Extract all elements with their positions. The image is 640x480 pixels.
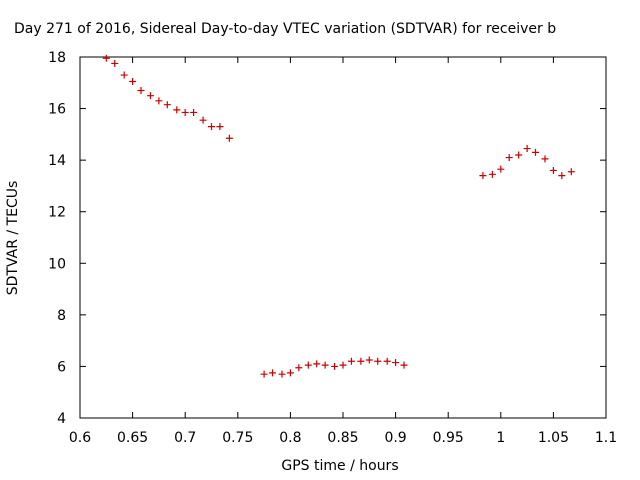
data-point: [304, 361, 312, 369]
y-tick-label: 10: [48, 256, 66, 272]
data-point: [216, 123, 224, 131]
data-point: [541, 155, 549, 163]
data-point: [488, 170, 496, 178]
data-point: [331, 362, 339, 370]
y-axis: 4 6 8 10 12 14 16 18: [48, 50, 606, 427]
data-point: [515, 151, 523, 159]
data-point: [155, 97, 163, 105]
x-axis-label: GPS time / hours: [281, 458, 398, 474]
x-tick-label: 0.95: [433, 430, 464, 446]
data-point: [129, 77, 137, 85]
data-point: [558, 172, 566, 180]
x-tick-label: 0.8: [279, 430, 301, 446]
x-tick-label: 0.9: [384, 430, 406, 446]
data-series-sdtvar: [102, 54, 575, 378]
data-point: [392, 359, 400, 367]
x-tick-label: 1.1: [595, 430, 617, 446]
data-point: [225, 134, 233, 142]
data-point: [532, 148, 540, 156]
y-tick-label: 16: [48, 102, 66, 118]
data-point: [208, 123, 215, 131]
data-point: [321, 361, 329, 369]
x-tick-label: 0.65: [117, 430, 148, 446]
data-point: [505, 154, 513, 162]
data-point: [313, 360, 321, 368]
x-tick-label: 0.7: [174, 430, 196, 446]
x-axis: 0.6 0.65 0.7 0.75 0.8 0.85 0.9 0.95 1 1.05 1.1: [69, 57, 617, 446]
chart-title: Day 271 of 2016, Sidereal Day-to-day VTE…: [14, 21, 556, 37]
data-point: [374, 357, 382, 365]
x-tick-label: 0.75: [222, 430, 253, 446]
x-tick-label: 0.85: [327, 430, 358, 446]
data-point: [137, 87, 145, 95]
data-point: [120, 71, 128, 79]
data-point: [190, 108, 198, 116]
data-point: [357, 357, 365, 365]
data-point: [400, 361, 408, 369]
data-point: [102, 54, 110, 62]
data-point: [567, 168, 575, 176]
data-point: [111, 59, 119, 67]
data-point: [199, 116, 207, 124]
x-tick-label: 1: [496, 430, 505, 446]
data-point: [260, 370, 268, 378]
y-tick-label: 12: [48, 205, 66, 221]
y-tick-label: 18: [48, 50, 66, 66]
data-point: [163, 101, 171, 109]
y-tick-label: 8: [57, 308, 66, 324]
data-point: [497, 165, 505, 173]
data-point: [173, 106, 181, 114]
data-point: [365, 356, 373, 364]
x-tick-label: 1.05: [538, 430, 569, 446]
y-tick-label: 6: [57, 359, 66, 375]
data-point: [278, 370, 286, 378]
y-tick-label: 4: [57, 411, 66, 427]
data-point: [549, 166, 557, 174]
data-point: [523, 145, 531, 153]
data-point: [479, 172, 487, 180]
data-point: [339, 361, 347, 369]
data-point: [286, 369, 294, 377]
data-point: [295, 364, 303, 372]
data-point: [383, 357, 391, 365]
data-point: [181, 108, 189, 116]
data-point: [146, 92, 154, 100]
y-tick-label: 14: [48, 153, 66, 169]
y-axis-label: SDTVAR / TECUs: [5, 181, 21, 296]
x-tick-label: 0.6: [69, 430, 91, 446]
data-point: [347, 357, 355, 365]
data-point: [269, 369, 277, 377]
